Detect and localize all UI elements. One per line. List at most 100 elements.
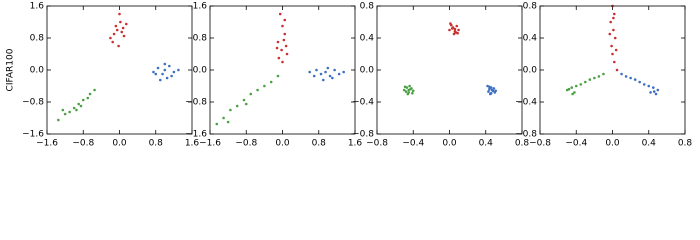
point: [79, 104, 83, 108]
point: [165, 76, 169, 80]
point: [312, 74, 316, 78]
point: [488, 87, 491, 91]
point: [411, 91, 414, 95]
point: [613, 36, 617, 40]
y-tick-label: 0.8: [30, 34, 45, 44]
point: [629, 76, 632, 80]
x-tick-label: −0.8: [235, 139, 257, 149]
point: [244, 102, 248, 106]
point: [122, 34, 126, 38]
point: [263, 84, 266, 88]
point: [158, 78, 162, 82]
point: [609, 20, 612, 24]
point: [63, 112, 67, 116]
point: [608, 32, 612, 36]
point: [120, 30, 124, 34]
y-tick-label: 0.0: [30, 66, 45, 76]
x-tick-label: 0.8: [149, 139, 164, 149]
point: [319, 72, 323, 76]
point: [111, 40, 115, 44]
point: [411, 89, 415, 93]
point: [487, 90, 490, 93]
point: [613, 60, 616, 64]
point: [249, 92, 253, 96]
x-tick-label: 0.0: [112, 139, 127, 149]
point: [342, 70, 345, 74]
point: [620, 72, 623, 76]
point: [283, 32, 287, 36]
point: [119, 20, 122, 24]
point: [177, 68, 180, 72]
x-tick-label: 0.8: [312, 139, 327, 149]
plot-frame: [209, 5, 356, 135]
point: [407, 88, 411, 92]
point: [457, 28, 460, 32]
y-tick-label: −1.6: [22, 130, 44, 140]
point: [614, 48, 618, 52]
point: [656, 88, 660, 92]
point: [456, 31, 459, 35]
point: [610, 44, 613, 48]
point: [81, 98, 85, 102]
point: [633, 78, 637, 81]
point: [654, 92, 658, 96]
point: [276, 74, 280, 78]
x-tick-label: 1.6: [185, 139, 200, 149]
x-tick-label: 0.8: [678, 139, 693, 149]
point: [612, 28, 615, 32]
x-tick-label: 0.8: [515, 139, 530, 149]
point: [118, 12, 121, 16]
point: [283, 18, 287, 22]
y-tick-label: 0.0: [523, 66, 538, 76]
point: [647, 84, 651, 88]
point: [115, 28, 119, 32]
point: [278, 12, 282, 16]
point: [579, 83, 583, 86]
point: [453, 27, 457, 31]
point: [642, 83, 646, 86]
point: [615, 68, 619, 72]
point: [324, 70, 327, 74]
point: [492, 87, 496, 90]
x-tick-label: −0.4: [565, 139, 587, 149]
y-tick-label: −1.6: [185, 130, 207, 140]
point: [326, 66, 330, 70]
plot-frame: [46, 5, 193, 135]
point: [275, 46, 279, 50]
point: [282, 38, 286, 42]
point: [588, 78, 592, 81]
point: [222, 116, 225, 120]
point: [170, 74, 173, 78]
point: [488, 85, 491, 89]
point: [651, 86, 655, 89]
point: [88, 92, 92, 96]
x-tick-label: −1.6: [36, 139, 58, 149]
point: [567, 87, 571, 91]
point: [86, 96, 90, 100]
point: [404, 90, 408, 93]
point: [337, 72, 341, 76]
point: [652, 90, 656, 93]
point: [624, 75, 628, 78]
point: [613, 12, 616, 16]
x-tick-label: 0.4: [479, 139, 494, 149]
y-tick-label: 0.8: [193, 34, 208, 44]
point: [281, 60, 284, 64]
x-tick-label: −0.8: [72, 139, 94, 149]
point: [406, 92, 410, 96]
point: [333, 68, 336, 72]
y-axis-label: CIFAR100: [6, 48, 16, 91]
point: [649, 91, 652, 94]
point: [494, 89, 498, 93]
x-tick-label: −0.8: [366, 139, 388, 149]
y-tick-label: 0.4: [360, 34, 375, 44]
point: [61, 108, 65, 112]
point: [72, 106, 76, 110]
point: [410, 87, 413, 90]
point: [215, 122, 219, 126]
point: [242, 98, 246, 102]
figure: −1.6 −0.8 0.0 0.8 1.6−1.6−0.80.00.81.6CIFAR1…: [6, 2, 693, 149]
point: [163, 68, 167, 72]
y-tick-label: 0.8: [360, 2, 375, 12]
y-tick-label: 1.6: [193, 2, 208, 12]
